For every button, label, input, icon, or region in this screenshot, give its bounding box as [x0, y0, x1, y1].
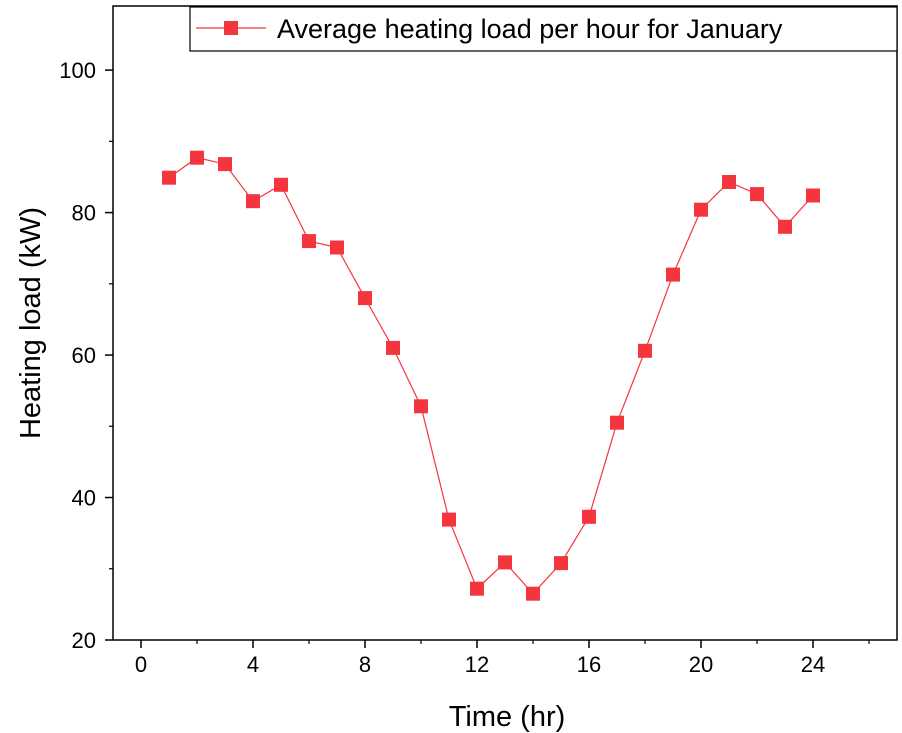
y-tick-label: 80 [72, 201, 96, 226]
x-axis-title: Time (hr) [449, 701, 566, 733]
data-point-marker [302, 234, 316, 249]
data-point-marker [470, 581, 484, 596]
data-point-marker [386, 340, 400, 355]
y-tick-label: 100 [59, 58, 96, 83]
data-point-marker [806, 188, 820, 203]
data-point-marker [218, 157, 232, 172]
data-point-marker [666, 267, 680, 282]
data-point-marker [638, 343, 652, 358]
x-tick-label: 12 [465, 652, 489, 677]
data-point-marker [442, 512, 456, 527]
legend-marker-swatch [224, 21, 238, 35]
y-axis-title: Heating load (kW) [15, 207, 47, 439]
legend-box [189, 6, 898, 52]
data-point-marker [582, 509, 596, 524]
data-point-marker [330, 240, 344, 255]
x-axis-ticks: 0 4 8 12 16 20 24 [135, 640, 870, 677]
data-point-marker [162, 170, 176, 185]
x-tick-label: 16 [577, 652, 601, 677]
data-point-marker [358, 291, 372, 306]
x-tick-label: 0 [135, 652, 147, 677]
data-point-marker [414, 399, 428, 414]
x-tick-label: 24 [801, 652, 825, 677]
data-point-marker [526, 586, 540, 601]
series-line [168, 157, 814, 595]
x-tick-label: 8 [359, 652, 371, 677]
data-point-marker [722, 175, 736, 189]
data-point-marker [750, 187, 764, 202]
data-point-marker [274, 177, 288, 192]
legend-label: Average heating load per hour for Januar… [277, 14, 783, 44]
data-point-marker [610, 415, 624, 430]
y-tick-label: 40 [72, 486, 96, 511]
x-tick-label: 20 [689, 652, 713, 677]
series-layer [162, 150, 820, 601]
y-axis-ticks: 20 40 60 80 100 [59, 58, 113, 653]
data-point-marker [694, 202, 708, 217]
data-point-marker [554, 556, 568, 571]
data-point-marker [498, 555, 512, 570]
y-tick-label: 60 [72, 343, 96, 368]
plot-frame [112, 5, 898, 641]
x-tick-label: 4 [247, 652, 259, 677]
legend: Average heating load per hour for Januar… [189, 6, 898, 52]
data-point-marker [778, 219, 792, 234]
data-point-marker [190, 150, 204, 165]
data-point-marker [246, 194, 260, 209]
y-tick-label: 20 [72, 628, 96, 653]
